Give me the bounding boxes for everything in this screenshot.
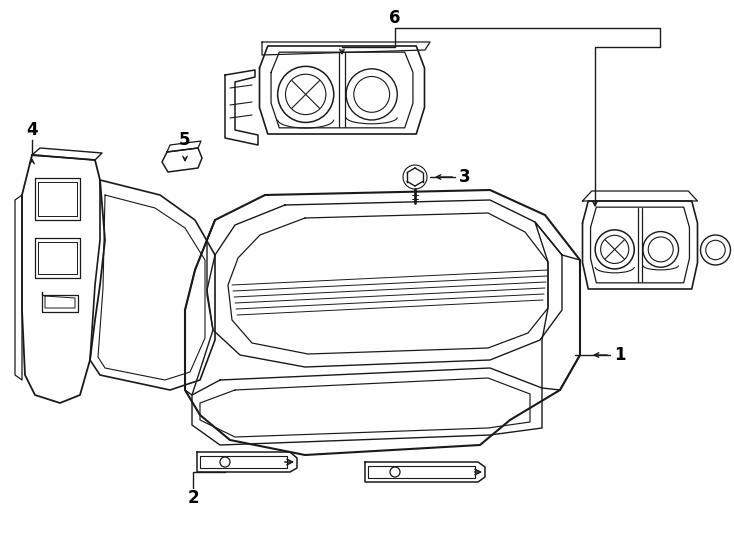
Text: 6: 6: [389, 9, 401, 27]
Text: 1: 1: [614, 346, 626, 364]
Text: 2: 2: [187, 489, 199, 507]
Text: 4: 4: [26, 121, 38, 139]
Text: 5: 5: [179, 131, 191, 149]
Text: 3: 3: [459, 168, 470, 186]
